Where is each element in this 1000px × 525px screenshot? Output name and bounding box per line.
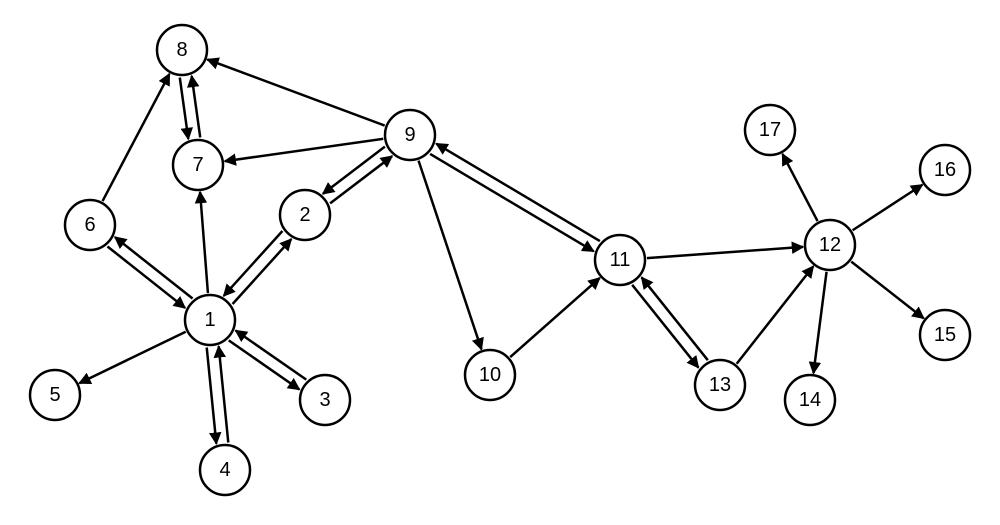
edge-6-1 [107,246,185,307]
node-13: 13 [695,360,745,410]
edge-1-3 [229,340,300,389]
node-4: 4 [200,445,250,495]
edge-9-8 [207,59,384,125]
node-label-7: 7 [192,154,203,176]
node-16: 16 [920,145,970,195]
edge-9-10 [419,161,482,350]
node-label-15: 15 [934,324,956,346]
edge-1-5 [79,332,185,383]
node-6: 6 [65,200,115,250]
edge-13-11 [642,277,708,360]
network-diagram: 1234567891011121314151617 [0,0,1000,525]
node-1: 1 [185,295,235,345]
node-11: 11 [595,235,645,285]
edge-1-6 [115,237,193,298]
edge-12-17 [782,154,817,221]
node-7: 7 [173,140,223,190]
node-9: 9 [385,110,435,160]
node-label-9: 9 [404,124,415,146]
edge-11-12 [647,247,803,258]
node-label-1: 1 [204,309,215,331]
node-14: 14 [785,375,835,425]
edge-12-15 [851,262,923,319]
edge-8-7 [180,78,189,140]
edge-1-4 [207,347,217,443]
edge-3-1 [236,330,307,379]
node-8: 8 [157,25,207,75]
node-label-17: 17 [759,119,781,141]
node-2: 2 [280,190,330,240]
edge-11-9 [436,144,600,241]
node-3: 3 [300,375,350,425]
edge-7-8 [192,76,201,138]
node-label-2: 2 [299,204,310,226]
edge-11-13 [632,285,698,368]
node-label-8: 8 [176,39,187,61]
node-10: 10 [465,350,515,400]
edge-10-11 [510,278,600,357]
edge-6-8 [103,74,170,201]
node-label-12: 12 [819,234,841,256]
edge-9-11 [430,154,594,251]
node-label-4: 4 [219,459,230,481]
node-label-3: 3 [319,389,330,411]
edge-13-12 [737,266,814,364]
node-5: 5 [30,370,80,420]
nodes-layer: 1234567891011121314151617 [30,25,970,495]
edge-12-16 [853,185,923,231]
node-17: 17 [745,105,795,155]
edge-4-1 [219,346,229,442]
node-label-10: 10 [479,364,501,386]
edge-1-2 [233,239,292,304]
node-label-5: 5 [49,384,60,406]
node-label-11: 11 [610,249,631,271]
node-label-13: 13 [709,374,731,396]
edge-2-1 [224,231,283,296]
edge-12-14 [813,272,826,373]
node-label-16: 16 [934,159,956,181]
edge-1-7 [200,192,208,293]
edge-9-7 [225,139,384,161]
node-label-6: 6 [84,214,95,236]
node-label-14: 14 [799,389,821,411]
node-15: 15 [920,310,970,360]
node-12: 12 [805,220,855,270]
